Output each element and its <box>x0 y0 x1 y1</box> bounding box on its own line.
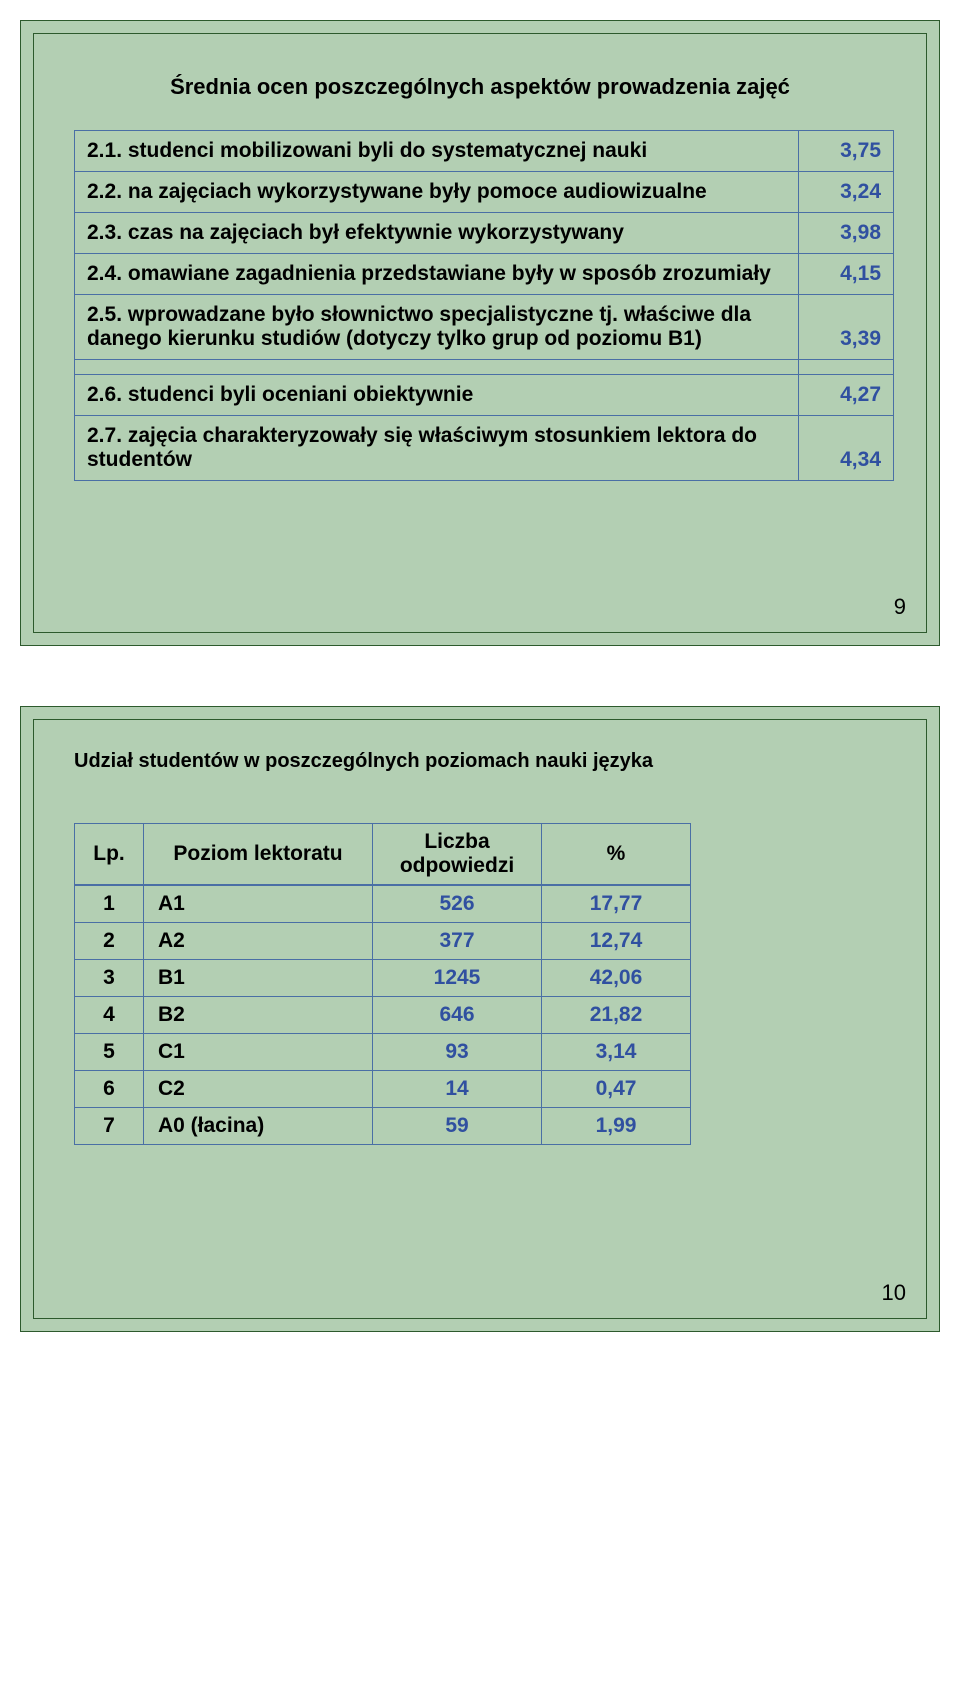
cell-pct: 0,47 <box>542 1071 691 1108</box>
header-pct: % <box>542 824 691 886</box>
cell-count: 1245 <box>373 960 542 997</box>
cell-count: 14 <box>373 1071 542 1108</box>
aspect-label: 2.3. czas na zajęciach był efektywnie wy… <box>75 213 799 254</box>
aspect-label: 2.5. wprowadzane było słownictwo specjal… <box>75 295 799 360</box>
table-spacer <box>75 360 894 375</box>
cell-pct: 1,99 <box>542 1108 691 1145</box>
cell-count: 377 <box>373 923 542 960</box>
cell-count: 646 <box>373 997 542 1034</box>
table-row: 2.6. studenci byli oceniani obiektywnie … <box>75 375 894 416</box>
aspect-value: 3,24 <box>799 172 894 213</box>
cell-level: A0 (łacina) <box>144 1108 373 1145</box>
levels-table: Lp. Poziom lektoratu Liczba odpowiedzi %… <box>74 823 691 1145</box>
page-container: Średnia ocen poszczególnych aspektów pro… <box>0 20 960 1332</box>
slide-9: Średnia ocen poszczególnych aspektów pro… <box>20 20 940 646</box>
spacer-cell <box>799 360 894 375</box>
aspect-value: 3,98 <box>799 213 894 254</box>
table-row: 2.2. na zajęciach wykorzystywane były po… <box>75 172 894 213</box>
aspect-value: 3,39 <box>799 295 894 360</box>
cell-lp: 6 <box>75 1071 144 1108</box>
aspect-label: 2.7. zajęcia charakteryzowały się właści… <box>75 416 799 481</box>
table-row: 5 C1 93 3,14 <box>75 1034 691 1071</box>
aspect-value: 4,34 <box>799 416 894 481</box>
table-row: 6 C2 14 0,47 <box>75 1071 691 1108</box>
cell-level: A2 <box>144 923 373 960</box>
table-row: 2 A2 377 12,74 <box>75 923 691 960</box>
header-count: Liczba odpowiedzi <box>373 824 542 886</box>
table-row: 2.1. studenci mobilizowani byli do syste… <box>75 131 894 172</box>
aspect-value: 4,15 <box>799 254 894 295</box>
table-row: 4 B2 646 21,82 <box>75 997 691 1034</box>
cell-pct: 12,74 <box>542 923 691 960</box>
table-header-row: Lp. Poziom lektoratu Liczba odpowiedzi % <box>75 824 691 886</box>
cell-lp: 3 <box>75 960 144 997</box>
table-row: 2.4. omawiane zagadnienia przedstawiane … <box>75 254 894 295</box>
cell-lp: 7 <box>75 1108 144 1145</box>
aspects-table: 2.1. studenci mobilizowani byli do syste… <box>74 130 894 481</box>
cell-level: C1 <box>144 1034 373 1071</box>
header-level: Poziom lektoratu <box>144 824 373 886</box>
aspect-value: 4,27 <box>799 375 894 416</box>
table-row: 2.5. wprowadzane było słownictwo specjal… <box>75 295 894 360</box>
header-lp: Lp. <box>75 824 144 886</box>
aspect-label: 2.4. omawiane zagadnienia przedstawiane … <box>75 254 799 295</box>
slide-10: Udział studentów w poszczególnych poziom… <box>20 706 940 1332</box>
table-row: 1 A1 526 17,77 <box>75 885 691 923</box>
cell-pct: 3,14 <box>542 1034 691 1071</box>
cell-level: B2 <box>144 997 373 1034</box>
slide-9-inner: Średnia ocen poszczególnych aspektów pro… <box>33 33 927 633</box>
cell-lp: 5 <box>75 1034 144 1071</box>
cell-pct: 42,06 <box>542 960 691 997</box>
aspect-label: 2.6. studenci byli oceniani obiektywnie <box>75 375 799 416</box>
cell-pct: 21,82 <box>542 997 691 1034</box>
spacer-cell <box>75 360 799 375</box>
aspect-label: 2.2. na zajęciach wykorzystywane były po… <box>75 172 799 213</box>
cell-lp: 2 <box>75 923 144 960</box>
cell-level: C2 <box>144 1071 373 1108</box>
table-row: 2.7. zajęcia charakteryzowały się właści… <box>75 416 894 481</box>
cell-level: A1 <box>144 885 373 923</box>
table-row: 7 A0 (łacina) 59 1,99 <box>75 1108 691 1145</box>
cell-count: 93 <box>373 1034 542 1071</box>
slide-9-title: Średnia ocen poszczególnych aspektów pro… <box>74 74 886 100</box>
page-number: 9 <box>894 594 906 620</box>
aspect-label: 2.1. studenci mobilizowani byli do syste… <box>75 131 799 172</box>
slide-10-title: Udział studentów w poszczególnych poziom… <box>74 750 886 773</box>
cell-pct: 17,77 <box>542 885 691 923</box>
slide-10-inner: Udział studentów w poszczególnych poziom… <box>33 719 927 1319</box>
page-number: 10 <box>882 1280 906 1306</box>
cell-count: 526 <box>373 885 542 923</box>
cell-lp: 4 <box>75 997 144 1034</box>
aspect-value: 3,75 <box>799 131 894 172</box>
cell-lp: 1 <box>75 885 144 923</box>
table-row: 2.3. czas na zajęciach był efektywnie wy… <box>75 213 894 254</box>
table-row: 3 B1 1245 42,06 <box>75 960 691 997</box>
cell-level: B1 <box>144 960 373 997</box>
cell-count: 59 <box>373 1108 542 1145</box>
